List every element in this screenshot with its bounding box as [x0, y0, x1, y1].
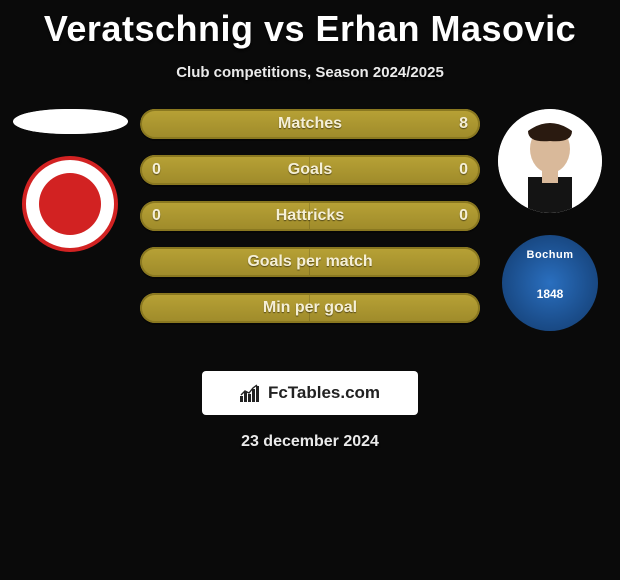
- stat-bar: Min per goal: [140, 293, 480, 323]
- right-club-badge: Bochum 1848: [502, 235, 598, 331]
- stat-bar-value-left: [140, 293, 164, 323]
- stat-bar-value-right: [456, 293, 480, 323]
- stat-bar: Hattricks0 0: [140, 201, 480, 231]
- stat-bar: Goals0 0: [140, 155, 480, 185]
- stat-bar: Matches8: [140, 109, 480, 139]
- stat-bar-value-right: 0: [447, 155, 480, 185]
- stat-bar: Goals per match: [140, 247, 480, 277]
- page-root: Veratschnig vs Erhan Masovic Club compet…: [0, 0, 620, 580]
- stat-bar-label: Min per goal: [140, 293, 480, 323]
- stat-bar-value-left: 0: [140, 201, 173, 231]
- stat-bar-value-right: [456, 247, 480, 277]
- stat-bars: Matches8Goals00Hattricks00Goals per matc…: [140, 109, 480, 323]
- stat-bar-value-right: 0: [447, 201, 480, 231]
- left-player-column: [0, 109, 140, 252]
- stat-bar-label: Goals: [140, 155, 480, 185]
- stat-bar-value-left: 0: [140, 155, 173, 185]
- stat-bar-value-left: [140, 247, 164, 277]
- right-player-photo-placeholder: [498, 109, 602, 213]
- page-subtitle: Club competitions, Season 2024/2025: [0, 64, 620, 81]
- stat-bar-label: Goals per match: [140, 247, 480, 277]
- left-player-photo-placeholder: [13, 109, 128, 134]
- comparison-area: Bochum 1848 Matches8Goals00Hattricks00Go…: [0, 109, 620, 359]
- left-player-photo: [13, 109, 128, 134]
- fctables-logo-icon: [240, 384, 262, 402]
- stat-bar-label: Hattricks: [140, 201, 480, 231]
- right-player-column: Bochum 1848: [480, 109, 620, 331]
- stat-bar-label: Matches: [140, 109, 480, 139]
- bochum-badge-text: Bochum: [502, 249, 598, 261]
- comparison-date: 23 december 2024: [0, 433, 620, 451]
- page-title: Veratschnig vs Erhan Masovic: [0, 0, 620, 50]
- right-player-photo: [498, 109, 602, 213]
- left-club-badge: [22, 156, 118, 252]
- stat-bar-value-left: [140, 109, 164, 139]
- watermark-text: FcTables.com: [268, 383, 380, 403]
- mainz-badge-inner: [39, 173, 101, 235]
- bochum-badge-year: 1848: [502, 287, 598, 301]
- stat-bar-value-right: 8: [447, 109, 480, 139]
- watermark: FcTables.com: [202, 371, 418, 415]
